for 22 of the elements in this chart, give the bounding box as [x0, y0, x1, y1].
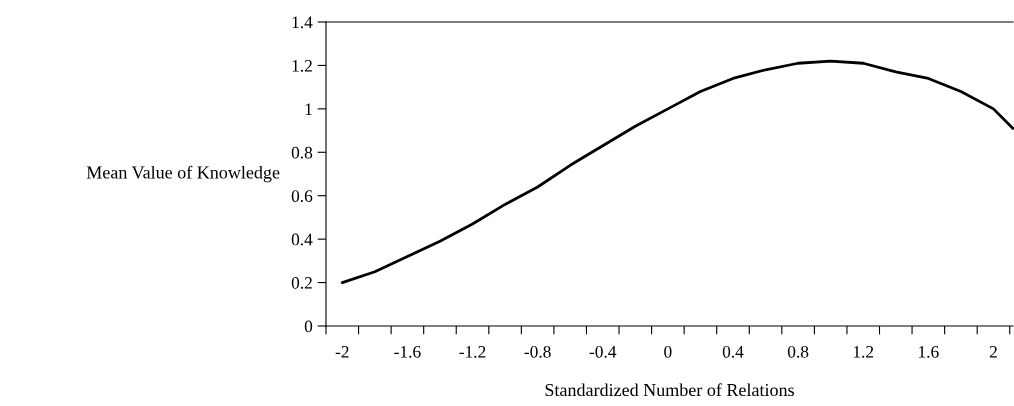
y-tick-label: 1.4 — [292, 16, 313, 29]
x-tick-label: 2 — [989, 346, 997, 358]
x-tick-label: -0.8 — [524, 345, 551, 358]
line-series — [340, 59, 1014, 284]
x-axis-title: Standardized Number of Relations — [545, 383, 794, 397]
y-tick-label: 0.2 — [291, 277, 312, 289]
y-tick-label: 1 — [305, 103, 312, 115]
y-axis-title: Mean Value of Knowledge — [86, 165, 280, 183]
y-tick-label: 1.2 — [292, 59, 312, 72]
y-tick-label: 0.4 — [291, 233, 313, 246]
x-tick-label: 1.6 — [919, 346, 939, 358]
x-tick-label: 0 — [664, 345, 672, 358]
x-tick-label: -0.4 — [589, 345, 617, 358]
x-tick-label: -2 — [335, 346, 349, 358]
y-tick-label: 0 — [304, 320, 313, 333]
x-tick-label: 1.2 — [853, 346, 874, 358]
x-tick-label: -1.2 — [459, 346, 486, 358]
y-tick-label: 0.8 — [291, 146, 313, 159]
x-tick-label: 0.4 — [722, 345, 744, 358]
y-tick-label: 0.6 — [291, 190, 313, 202]
x-tick-label: -1.6 — [394, 346, 421, 358]
x-tick-label: 0.8 — [787, 345, 809, 358]
